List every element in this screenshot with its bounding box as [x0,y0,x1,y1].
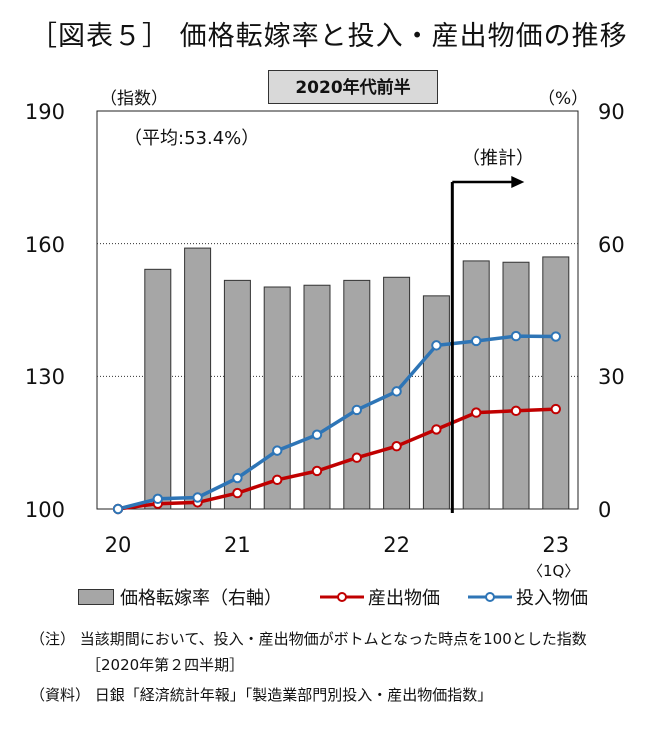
bar-transfer-rate [502,261,530,510]
legend-output-label: 産出物価 [368,588,440,609]
point-input-price [112,503,124,515]
right-tick-60: 60 [598,233,625,257]
bar-transfer-rate [462,260,490,510]
legend-input-label: 投入物価 [516,588,588,609]
left-tick-100: 100 [24,498,65,522]
legend-item-bar: 価格転嫁率（右軸） [78,584,282,610]
point-input-price [311,429,323,440]
forecast-arrow-head [511,176,525,188]
note-line: （注） 当該期間において、投入・産出物価がボトムとなった時点を100とした指数 [30,630,587,648]
bar-transfer-rate [343,279,371,510]
left-tick-130: 130 [24,365,65,389]
bar-transfer-rate [542,256,570,510]
point-input-price [471,335,482,347]
bar-transfer-rate [422,295,450,510]
point-output-price [431,424,442,435]
point-input-price [391,386,402,397]
x-tick-22: 22 [383,533,410,557]
legend-input-swatch [468,592,512,602]
point-output-price [471,407,482,418]
right-tick-90: 90 [598,100,625,124]
right-tick-0: 0 [598,498,612,522]
bar-transfer-rate [263,286,291,510]
legend-bar-label: 価格転嫁率（右軸） [120,588,282,609]
x-tick-23: 23 [542,533,570,557]
point-input-price [192,492,203,503]
point-output-price [351,452,362,463]
point-input-price [510,330,522,342]
point-input-price [232,472,243,484]
point-output-price [391,441,402,452]
legend-output-swatch [320,592,364,602]
point-input-price [272,445,283,456]
x-tick-20: 20 [104,533,132,557]
legend-item-input: 投入物価 [468,584,588,610]
point-input-price [351,404,362,416]
left-tick-160: 160 [24,233,65,257]
line-output-price [117,407,556,511]
average-annotation: （平均:53.4%） [124,128,260,149]
left-axis-label: （指数） [100,89,168,109]
point-output-price [272,474,283,486]
left-tick-190: 190 [24,100,65,124]
line-input-price [117,334,556,511]
legend-item-output: 産出物価 [320,584,440,610]
point-input-price [431,340,442,351]
x-tick-21: 21 [224,533,251,557]
forecast-annotation: （推計） [462,148,534,169]
chart-title: ［図表５］ 価格転嫁率と投入・産出物価の推移 [30,21,628,52]
note-period: ［2020年第２四半期］ [86,656,245,674]
source-note: （資料） 日銀「経済統計年報」「製造業部門別投入・産出物価指数」 [30,686,493,704]
point-output-price [232,487,243,499]
period-label: 2020年代前半 [268,70,438,104]
point-output-price [510,405,522,417]
right-tick-30: 30 [598,365,625,389]
point-input-price [152,493,164,505]
right-axis-label: （%） [538,89,589,109]
bar-transfer-rate [184,247,212,510]
point-output-price [311,465,323,477]
x-axis-note: 〈1Q〉 [528,562,580,580]
point-input-price [550,331,561,342]
bar-transfer-rate [144,268,172,510]
point-output-price [550,403,561,415]
legend-bar-swatch [78,589,114,605]
plot-frame [96,110,579,510]
